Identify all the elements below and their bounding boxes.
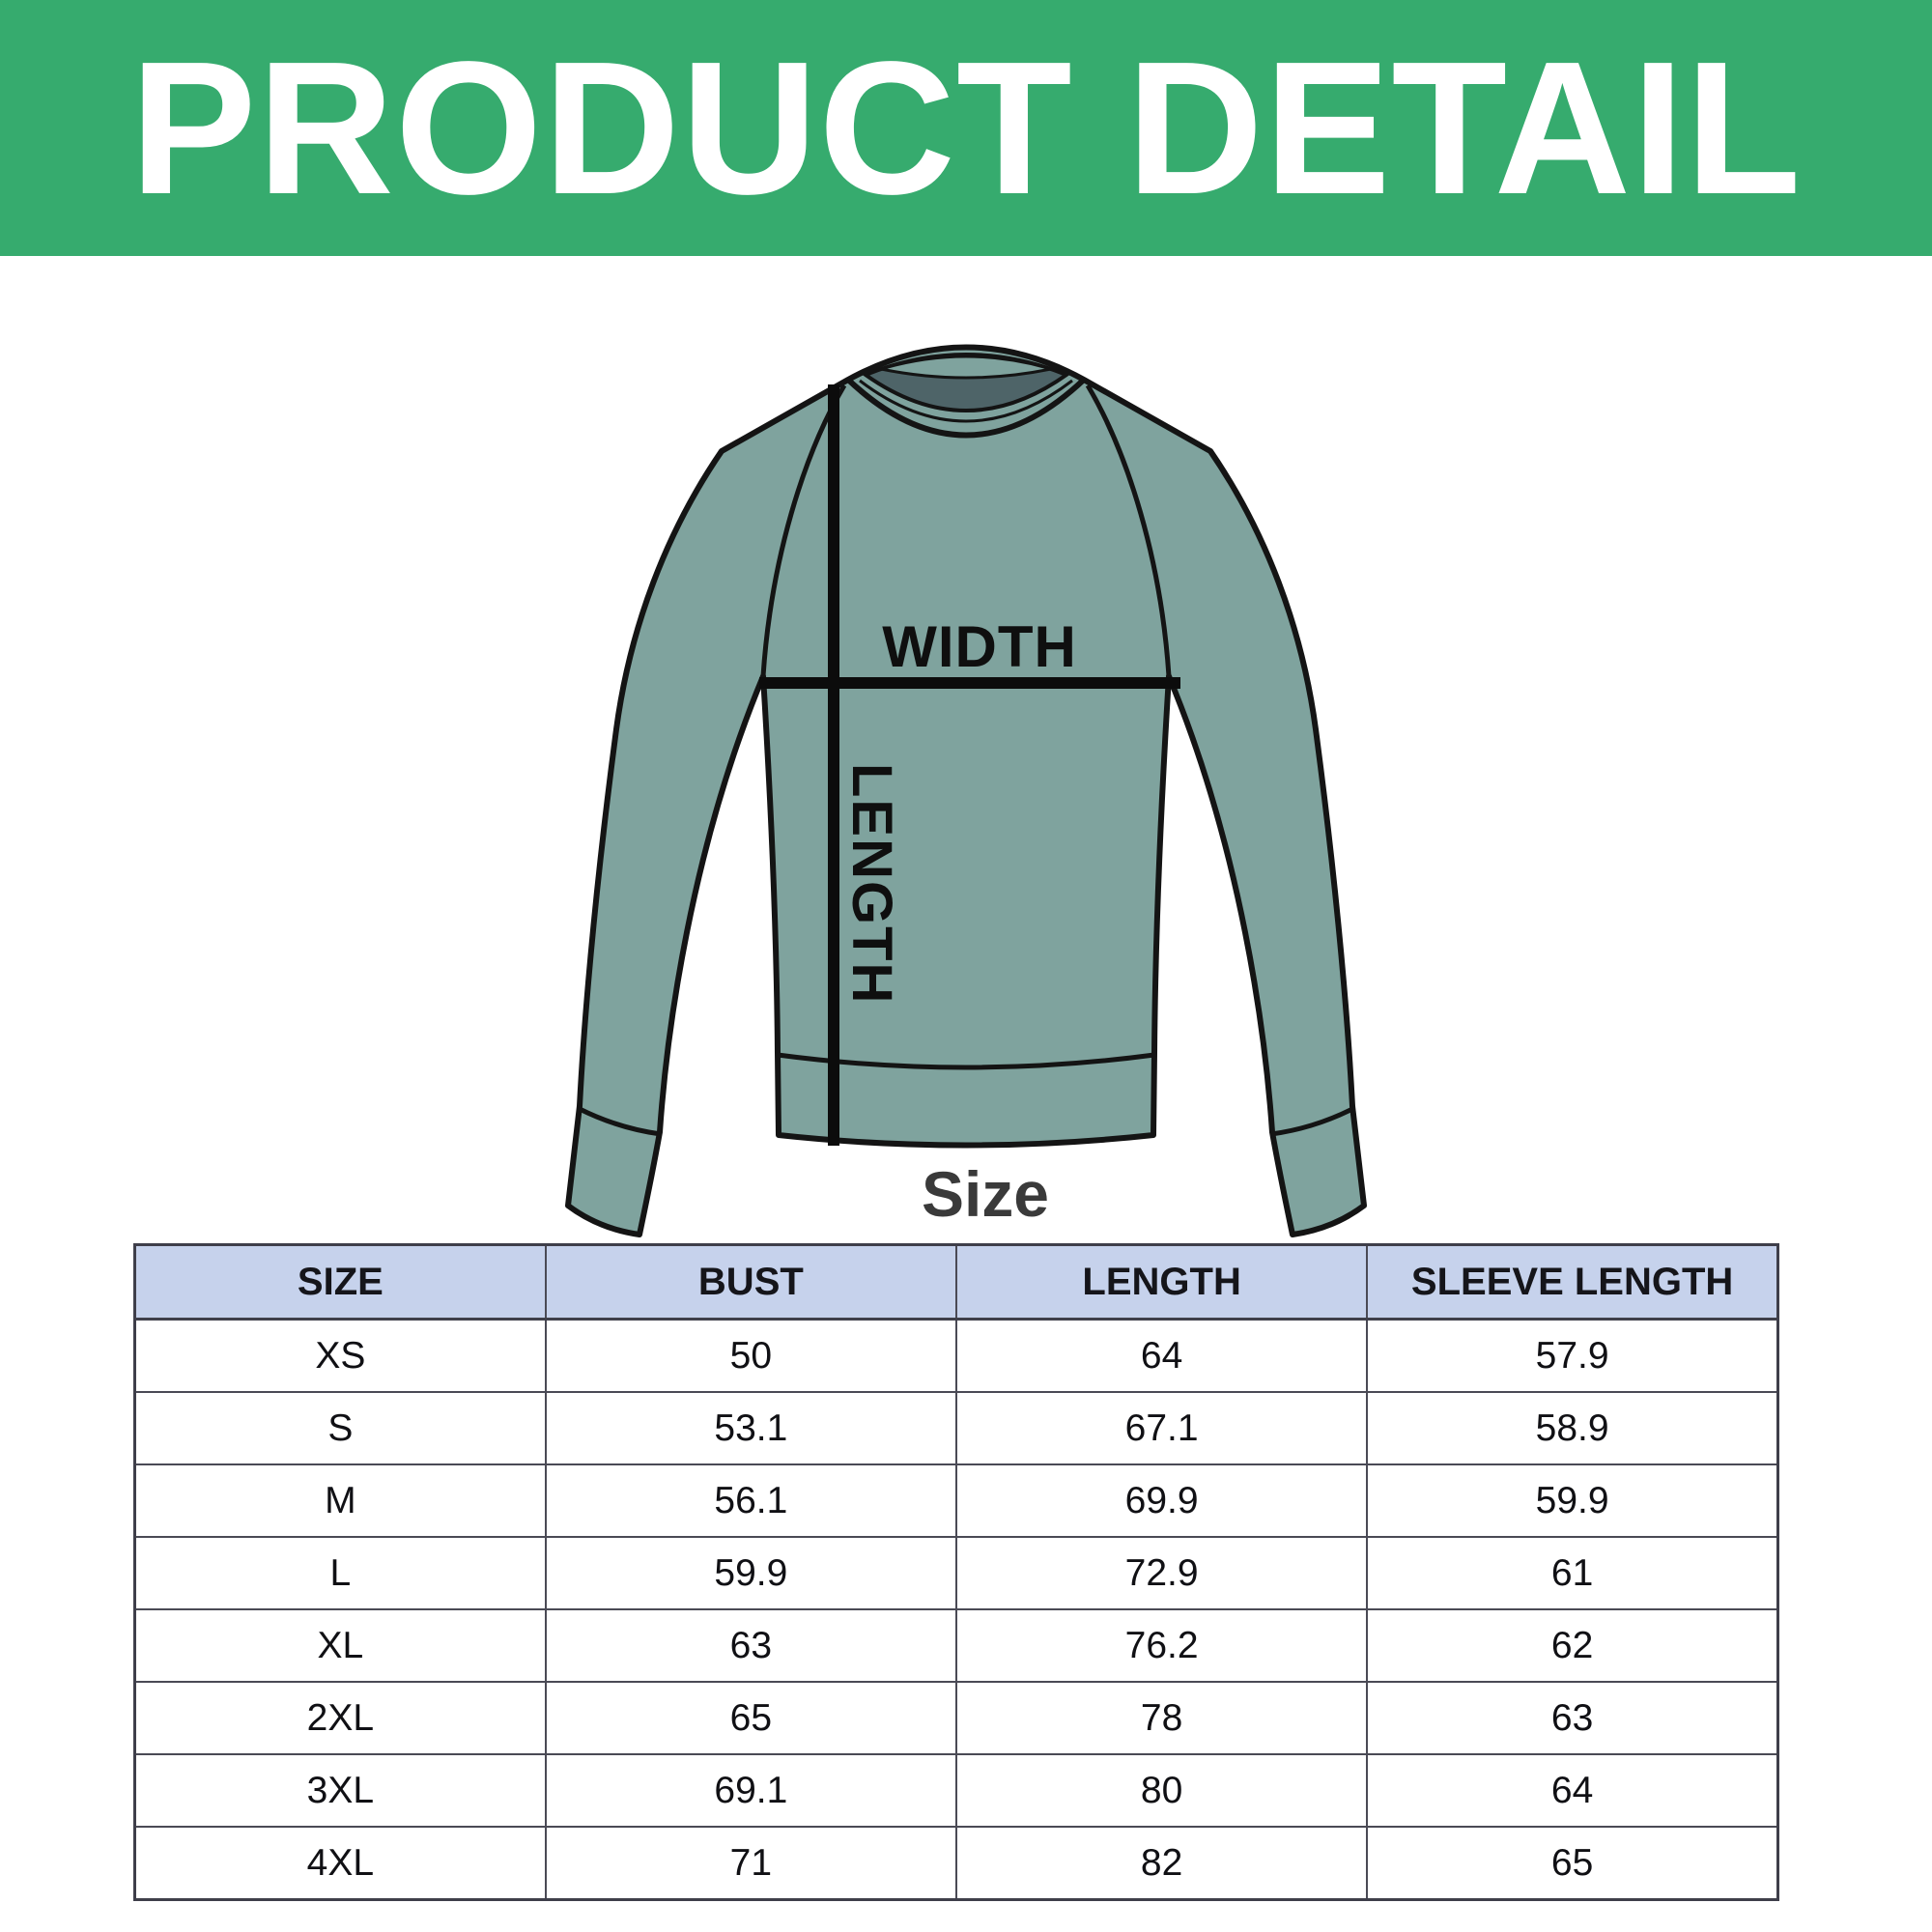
cell-bust: 53.1	[544, 1391, 958, 1465]
cell-length: 72.9	[954, 1536, 1369, 1610]
header-row: SIZE BUST LENGTH SLEEVE LENGTH	[133, 1243, 1779, 1321]
cell-size: XL	[133, 1608, 547, 1683]
cell-length: 78	[954, 1681, 1369, 1755]
cell-sleeve: 63	[1366, 1681, 1779, 1755]
right-cuff-seam	[1270, 1106, 1354, 1137]
collar-rib-line	[859, 379, 1073, 423]
cell-sleeve: 62	[1366, 1608, 1779, 1683]
sweatshirt-outline	[565, 344, 1367, 1237]
cell-size: 4XL	[133, 1826, 547, 1901]
table-row: L 59.9 72.9 61	[133, 1536, 1779, 1610]
cell-sleeve: 65	[1366, 1826, 1779, 1901]
cell-length: 82	[954, 1826, 1369, 1901]
table-row: XS 50 64 57.9	[133, 1318, 1779, 1393]
size-table-header: SIZE BUST LENGTH SLEEVE LENGTH	[133, 1243, 1779, 1321]
col-header-sleeve: SLEEVE LENGTH	[1366, 1243, 1779, 1321]
length-measure-line	[828, 384, 839, 1146]
cell-sleeve: 59.9	[1366, 1463, 1779, 1538]
size-table-body: XS 50 64 57.9 S 53.1 67.1 58.9 M 56.1 69.9 59.9 L 59.…	[133, 1318, 1779, 1901]
cell-bust: 56.1	[544, 1463, 958, 1538]
table-row: XL 63 76.2 62	[133, 1608, 1779, 1683]
col-header-bust: BUST	[544, 1243, 958, 1321]
width-label: WIDTH	[882, 614, 1077, 679]
cell-sleeve: 64	[1366, 1753, 1779, 1828]
cell-size: 3XL	[133, 1753, 547, 1828]
page-title: PRODUCT DETAIL	[129, 22, 1803, 234]
width-measure-line	[759, 677, 1180, 689]
left-cuff-seam	[578, 1106, 662, 1137]
right-armhole-seam	[1085, 384, 1172, 677]
sweatshirt-diagram: WIDTH LENGTH	[560, 309, 1372, 1246]
cell-size: XS	[133, 1318, 547, 1393]
cell-length: 69.9	[954, 1463, 1369, 1538]
table-row: M 56.1 69.9 59.9	[133, 1463, 1779, 1538]
cell-length: 80	[954, 1753, 1369, 1828]
cell-sleeve: 57.9	[1366, 1318, 1779, 1393]
cell-bust: 65	[544, 1681, 958, 1755]
cell-size: S	[133, 1391, 547, 1465]
length-label: LENGTH	[840, 763, 903, 1005]
collar-inner-band	[880, 355, 1052, 380]
cell-length: 64	[954, 1318, 1369, 1393]
banner: PRODUCT DETAIL	[0, 0, 1932, 256]
cell-sleeve: 58.9	[1366, 1391, 1779, 1465]
sweatshirt-illustration: WIDTH LENGTH	[565, 344, 1367, 1237]
table-row: 2XL 65 78 63	[133, 1681, 1779, 1755]
table-row: 3XL 69.1 80 64	[133, 1753, 1779, 1828]
cell-bust: 50	[544, 1318, 958, 1393]
cell-sleeve: 61	[1366, 1536, 1779, 1610]
cell-bust: 69.1	[544, 1753, 958, 1828]
cell-size: L	[133, 1536, 547, 1610]
cell-length: 76.2	[954, 1608, 1369, 1683]
collar-band-bottom	[845, 377, 1087, 439]
table-row: 4XL 71 82 65	[133, 1826, 1779, 1901]
col-header-length: LENGTH	[954, 1243, 1369, 1321]
cell-size: M	[133, 1463, 547, 1538]
cell-bust: 59.9	[544, 1536, 958, 1610]
size-table: SIZE BUST LENGTH SLEEVE LENGTH XS 50 64 57.…	[133, 1243, 1779, 1901]
col-header-size: SIZE	[133, 1243, 547, 1321]
cell-bust: 63	[544, 1608, 958, 1683]
cell-size: 2XL	[133, 1681, 547, 1755]
table-row: S 53.1 67.1 58.9	[133, 1391, 1779, 1465]
cell-length: 67.1	[954, 1391, 1369, 1465]
cell-bust: 71	[544, 1826, 958, 1901]
size-heading: Size	[921, 1158, 1050, 1230]
